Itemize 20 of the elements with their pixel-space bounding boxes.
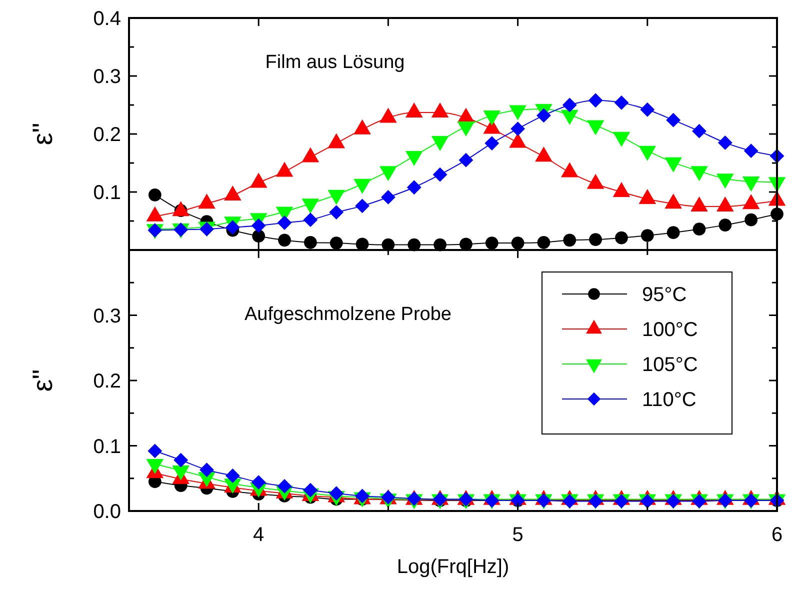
x-tick-label: 4 xyxy=(253,524,264,546)
y-tick-label: 0.2 xyxy=(93,370,121,392)
x-axis-title: Log(Frq[Hz]) xyxy=(396,556,510,578)
x-tick-label: 5 xyxy=(512,524,524,546)
y-tick-label: 0.1 xyxy=(93,182,121,204)
y-tick-label: 0.1 xyxy=(93,436,121,458)
y-tick-label: 0.4 xyxy=(93,8,121,30)
annotation: Film aus Lösung xyxy=(265,52,405,73)
x-tick-label: 6 xyxy=(771,524,783,546)
legend-label: 110°C xyxy=(642,389,696,411)
legend-label: 95°C xyxy=(642,284,687,306)
y-tick-label: 0.0 xyxy=(93,501,121,523)
y-tick-label: 0.3 xyxy=(93,66,121,88)
y-axis-title: ε" xyxy=(27,122,58,146)
legend-label: 105°C xyxy=(642,354,698,376)
y-tick-label: 0.2 xyxy=(93,124,121,146)
annotation: Aufgeschmolzene Probe xyxy=(244,304,452,325)
y-axis-title: ε" xyxy=(27,369,58,392)
legend-label: 100°C xyxy=(642,319,698,341)
y-tick-label: 0.3 xyxy=(93,305,121,328)
